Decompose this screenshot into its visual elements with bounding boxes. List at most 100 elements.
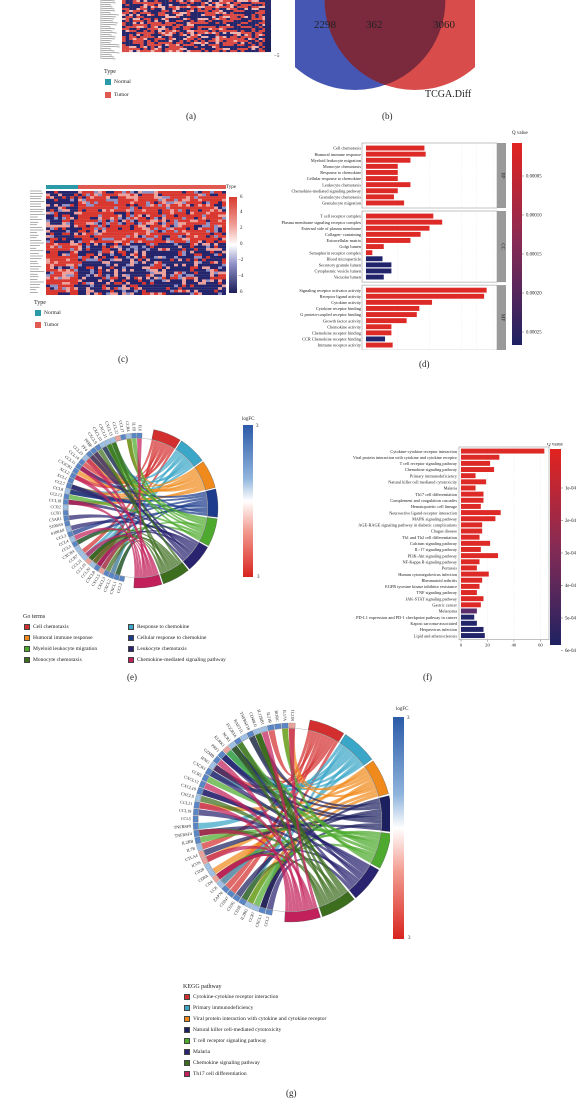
heatmap-cell [197, 6, 202, 9]
heatmap-cell [146, 274, 151, 277]
heatmap-cell [214, 258, 219, 262]
heatmap-cell [182, 263, 187, 267]
heatmap-cell [198, 227, 203, 231]
heatmap-cell [182, 224, 187, 228]
heatmap-cell [222, 292, 226, 295]
heatmap-cell [46, 274, 51, 277]
heatmap-cell [222, 206, 226, 210]
heatmap-cell [129, 4, 133, 7]
heatmap-cell [176, 50, 180, 53]
heatmap-cell [226, 20, 231, 23]
heatmap-cell [158, 282, 163, 285]
heatmap-cell [66, 287, 71, 290]
heatmap-cell [222, 16, 227, 19]
heatmap-cell [118, 217, 123, 220]
heatmap-cell [126, 253, 131, 257]
heatmap-cell [258, 48, 263, 51]
heatmap-cell [179, 16, 184, 19]
heatmap-cell [201, 4, 205, 7]
gene-label: CCR2 [51, 504, 62, 509]
heatmap-cell [201, 28, 205, 31]
heatmap-cell [215, 14, 220, 17]
heatmap-cell [194, 289, 199, 293]
gene-cell [196, 843, 203, 852]
bar [461, 503, 481, 509]
heatmap-cell [222, 282, 226, 285]
heatmap-cell [114, 217, 119, 220]
heatmap-cell [90, 245, 95, 249]
heatmap-cell [198, 261, 203, 264]
heatmap-cell [150, 198, 155, 202]
chord-ribbon [89, 454, 189, 558]
heatmap-cell [143, 44, 148, 47]
heatmap-cell [172, 40, 177, 43]
heatmap-cell [222, 38, 227, 41]
heatmap-cell [78, 219, 83, 223]
heatmap-cell [186, 217, 191, 220]
heatmap-cell [251, 2, 256, 5]
heatmap-cell [118, 198, 123, 202]
heatmap-cell [214, 219, 219, 223]
heatmap-cell [210, 206, 215, 210]
heatmap-cell [202, 245, 207, 249]
heatmap-cell [58, 266, 63, 270]
heatmap-cell [168, 32, 173, 35]
gene-label: CCL2 [263, 916, 270, 927]
legend-swatch [184, 1005, 190, 1011]
heatmap-cell [178, 282, 183, 285]
heatmap-cell [161, 10, 166, 13]
heatmap-cell [98, 224, 103, 228]
heatmap-cell [158, 46, 162, 49]
heatmap-cell [233, 6, 238, 9]
heatmap-cell [251, 8, 256, 11]
heatmap-cell [201, 22, 205, 25]
heatmap-cell [198, 269, 203, 272]
heatmap-cell [78, 222, 83, 225]
heatmap-cell [210, 196, 215, 199]
heatmap-cell [230, 4, 234, 7]
heatmap-cell [210, 263, 215, 267]
heatmap-cell [146, 209, 151, 212]
heatmap-cell [158, 232, 163, 236]
heatmap-cell [166, 269, 171, 272]
heatmap-cell [90, 240, 95, 244]
heatmap-cell [176, 32, 180, 35]
heatmap-cell [132, 6, 137, 9]
heatmap-cell [114, 287, 119, 290]
gene-label: IL7R [186, 846, 196, 853]
heatmap-cell [194, 28, 198, 31]
heatmap-cell [136, 18, 141, 21]
bar [366, 238, 411, 243]
heatmap-cell [165, 48, 169, 51]
heatmap-cell [237, 38, 241, 41]
heatmap-cell [166, 276, 171, 280]
heatmap-cell [54, 240, 59, 244]
heatmap-cell [134, 240, 139, 244]
heatmap-cell [182, 198, 187, 202]
heatmap-cell [170, 269, 175, 272]
heatmap-cell [176, 0, 180, 3]
heatmap-cell [219, 42, 223, 45]
heatmap-cell [190, 4, 195, 7]
heatmap-cell [190, 240, 195, 244]
heatmap-cell [174, 235, 179, 238]
legend-label: Th17 cell differentiation [193, 1071, 247, 1077]
heatmap-cell [183, 6, 187, 9]
heatmap-cell [208, 24, 213, 27]
heatmap-cell [130, 230, 135, 233]
heatmap-cell [172, 38, 177, 41]
heatmap-cell [98, 245, 103, 249]
heatmap-cell [162, 279, 167, 283]
heatmap-cell [140, 44, 144, 47]
heatmap-cell [110, 256, 115, 259]
gene-cell [125, 433, 132, 440]
heatmap-cell [194, 261, 199, 264]
heatmap-cell [82, 271, 87, 275]
heatmap-cell [251, 50, 256, 53]
heatmap-cell [150, 263, 155, 267]
heatmap-cell [158, 42, 162, 45]
heatmap-cell [198, 287, 203, 290]
heatmap-cell [158, 284, 163, 288]
heatmap-cell [106, 230, 111, 233]
heatmap-cell [138, 227, 143, 231]
